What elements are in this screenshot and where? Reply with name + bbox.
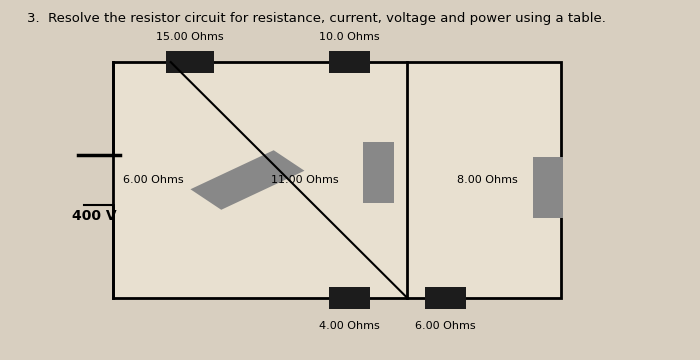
Text: 10.0 Ohms: 10.0 Ohms: [319, 32, 380, 42]
Bar: [425, 287, 466, 309]
Bar: [190, 150, 304, 210]
Bar: [329, 287, 370, 309]
Bar: [329, 51, 370, 73]
Text: 400 V: 400 V: [71, 208, 116, 222]
Text: 3.  Resolve the resistor circuit for resistance, current, voltage and power usin: 3. Resolve the resistor circuit for resi…: [27, 12, 605, 25]
Text: 11.00 Ohms: 11.00 Ohms: [271, 175, 339, 185]
Text: 15.00 Ohms: 15.00 Ohms: [156, 32, 224, 42]
Text: 6.00 Ohms: 6.00 Ohms: [415, 321, 476, 332]
Text: 8.00 Ohms: 8.00 Ohms: [457, 175, 518, 185]
Bar: [533, 157, 564, 217]
Text: 6.00 Ohms: 6.00 Ohms: [123, 175, 183, 185]
Text: 4.00 Ohms: 4.00 Ohms: [319, 321, 380, 332]
Bar: [113, 62, 561, 298]
Bar: [166, 51, 214, 73]
Bar: [363, 143, 394, 203]
